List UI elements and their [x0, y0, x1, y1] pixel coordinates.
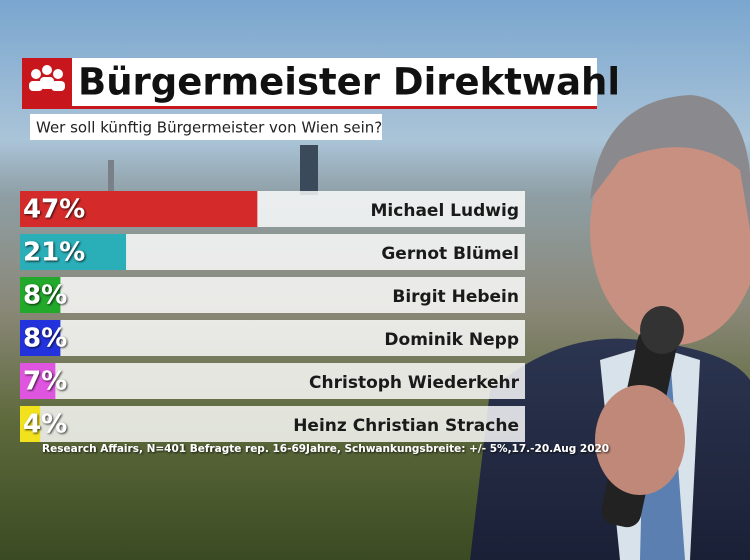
bar [20, 277, 61, 313]
value-label: 7% [23, 367, 67, 397]
category-label: Christoph Wiederkehr [309, 373, 520, 393]
portrait [470, 95, 750, 560]
bar [20, 320, 61, 356]
bar [20, 363, 56, 399]
value-label: 4% [23, 410, 67, 440]
people-icon [29, 65, 65, 91]
bar [20, 234, 127, 270]
category-label: Heinz Christian Strache [293, 416, 519, 436]
category-label: Dominik Nepp [384, 330, 519, 350]
bar-track [20, 320, 525, 356]
title-background [22, 58, 597, 108]
value-label: 21% [23, 238, 85, 268]
bar [20, 191, 258, 227]
title-underline [22, 106, 597, 109]
chart-subtitle: Wer soll künftig Bürgermeister von Wien … [36, 119, 382, 137]
source-note: Research Affairs, N=401 Befragte rep. 16… [42, 443, 609, 455]
title-box: Bürgermeister Direktwahl Wer soll künfti… [22, 58, 620, 140]
category-label: Michael Ludwig [371, 201, 519, 221]
value-label: 8% [23, 281, 67, 311]
bar-area: 47% Michael Ludwig 21% Gernot Blümel 8% Birgi… [20, 191, 525, 442]
tower [108, 160, 114, 195]
bar [20, 406, 41, 442]
bar-track [20, 406, 525, 442]
bar-track [20, 277, 525, 313]
value-label: 8% [23, 324, 67, 354]
category-label: Gernot Blümel [381, 244, 519, 264]
chart-title: Bürgermeister Direktwahl [78, 61, 620, 104]
subtitle-background [30, 114, 382, 140]
value-label: 47% [23, 195, 85, 225]
tower [300, 145, 318, 195]
category-label: Birgit Hebein [392, 287, 519, 307]
bar-track [20, 363, 525, 399]
